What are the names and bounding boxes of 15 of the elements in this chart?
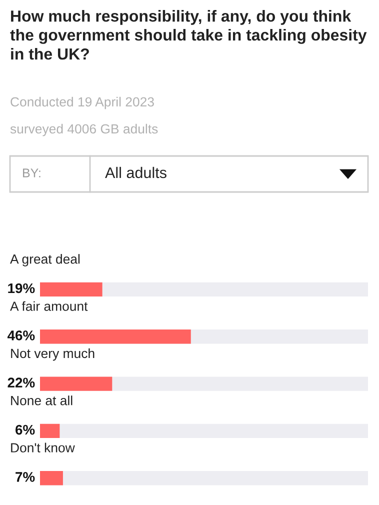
data-label: 19%	[8, 283, 35, 294]
y-tick-label: Not very much	[11, 348, 94, 361]
chart-title: How much responsibility, if any, do you think the government should take in tackling obesity in the UK?	[10, 10, 367, 60]
data-label: 6%	[16, 424, 35, 435]
y-tick-label: None at all	[11, 396, 72, 406]
data-label: 7%	[16, 472, 35, 482]
y-tick-label: A great deal	[10, 254, 80, 266]
text: BY:	[23, 168, 40, 178]
y-tick-label: Don't know	[11, 442, 75, 452]
text: All adults	[105, 166, 166, 178]
data-label: 46%	[7, 330, 35, 340]
text: surveyed 4006 GB adults	[10, 124, 158, 136]
y-tick-label: A fair amount	[10, 301, 88, 311]
text: Conducted 19 April 2023	[10, 96, 154, 110]
data-label: 22%	[8, 378, 35, 388]
